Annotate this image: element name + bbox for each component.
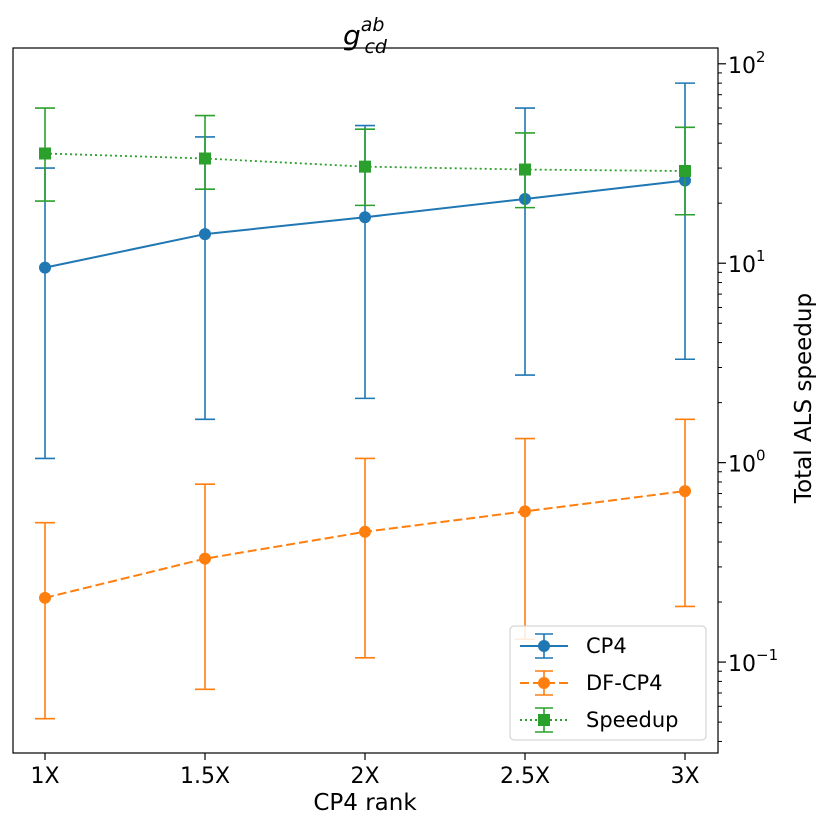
- data-point: [199, 228, 211, 241]
- data-point: [679, 165, 691, 178]
- legend-marker-1: [538, 677, 550, 689]
- x-tick-label-3: 2.5X: [500, 764, 550, 789]
- legend-marker-2: [538, 714, 550, 726]
- y-tick-exponent: 0: [756, 447, 766, 465]
- title-base: g: [343, 19, 361, 52]
- y-tick-exponent: 1: [756, 247, 766, 265]
- x-tick-label-2: 2X: [350, 764, 379, 789]
- x-axis-label: CP4 rank: [313, 790, 417, 816]
- y-tick-label-0: 102: [728, 48, 766, 79]
- data-point: [39, 261, 51, 274]
- data-point: [199, 552, 211, 565]
- data-point: [39, 147, 51, 160]
- y-axis-label: Total ALS speedup: [791, 293, 817, 504]
- data-point: [519, 163, 531, 176]
- y-tick-label-2: 100: [728, 447, 766, 478]
- legend-label-1: DF-CP4: [586, 671, 663, 695]
- x-axis: 1X 1.5X 2X 2.5X 3X: [30, 753, 700, 789]
- series-layer: [35, 82, 695, 720]
- y-tick-base: 10: [728, 253, 756, 278]
- title-superscript: ab: [361, 14, 385, 36]
- series-speedup: [35, 107, 695, 216]
- x-tick-label-0: 1X: [30, 764, 59, 789]
- data-point: [39, 591, 51, 604]
- data-point: [359, 160, 371, 173]
- y-tick-base: 10: [728, 54, 756, 79]
- data-point: [519, 505, 531, 518]
- legend-entries: CP4 DF-CP4 Speedup: [520, 633, 678, 733]
- data-point: [679, 485, 691, 498]
- y-tick-base: 10: [728, 652, 756, 677]
- data-point: [199, 152, 211, 165]
- y-tick-label-3: 10−1: [728, 646, 778, 677]
- chart-title: gab cd: [343, 14, 388, 58]
- legend-marker-0: [538, 640, 550, 652]
- legend-label-0: CP4: [586, 634, 627, 658]
- legend-frame: [509, 625, 707, 741]
- title-subscript: cd: [364, 36, 387, 58]
- data-point: [359, 211, 371, 224]
- x-tick-label-4: 3X: [670, 764, 699, 789]
- legend: CP4 DF-CP4 Speedup: [509, 625, 707, 741]
- y-tick-label-1: 101: [728, 247, 766, 278]
- y-tick-base: 10: [728, 453, 756, 478]
- x-tick-label-1: 1.5X: [180, 764, 230, 789]
- y-tick-exponent: −1: [756, 646, 778, 664]
- y-tick-exponent: 2: [756, 48, 766, 66]
- data-point: [359, 525, 371, 538]
- legend-label-2: Speedup: [586, 708, 678, 732]
